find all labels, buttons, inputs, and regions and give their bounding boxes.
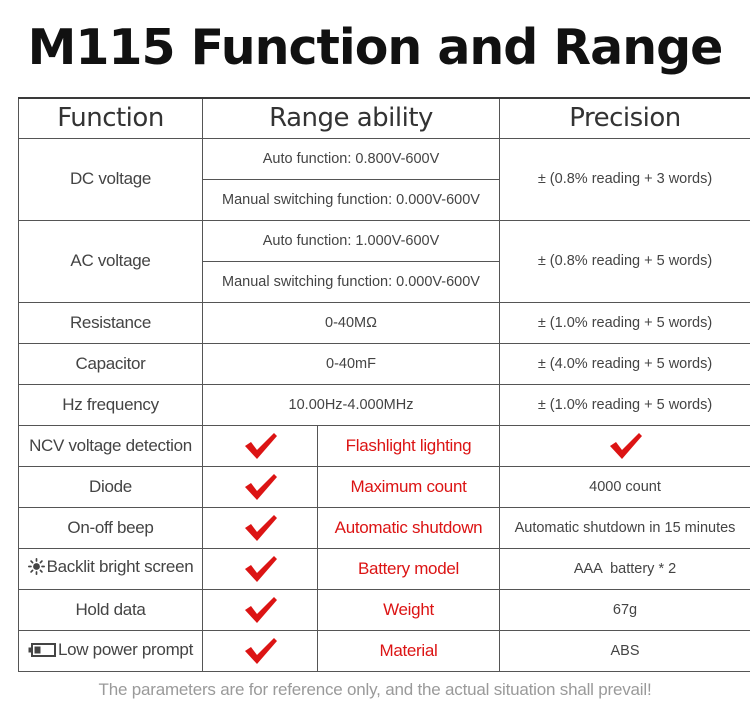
check-cell: [202, 547, 318, 590]
precision-value: ± (1.0% reading + 5 words): [499, 383, 750, 426]
spec-label: Maximum count: [316, 465, 501, 508]
spec-label: Weight: [316, 588, 501, 631]
check-cell: [202, 465, 318, 508]
check-cell: [202, 629, 318, 672]
header-range: Range ability: [201, 97, 501, 139]
precision-value: ± (0.8% reading + 3 words): [499, 137, 750, 221]
spec-label: Automatic shutdown: [316, 506, 501, 549]
table-row: Hold data Weight 67g: [18, 588, 750, 631]
function-label: Capacitor: [18, 342, 203, 385]
range-manual: Manual switching function: 0.000V-600V: [201, 260, 501, 303]
table-row: Capacitor 0-40mF ± (4.0% reading + 5 wor…: [18, 342, 750, 385]
check-mark-icon: [245, 432, 277, 459]
spec-value: ABS: [499, 629, 750, 672]
table-row: Manual switching function: 0.000V-600V: [19, 178, 750, 221]
range-auto: Auto function: 0.800V-600V: [201, 137, 501, 180]
spec-label: Flashlight lighting: [316, 424, 501, 467]
check-cell: [202, 424, 318, 467]
spec-table: Function Range ability Precision DC volt…: [18, 97, 750, 672]
table-row: NCV voltage detection Flashlight lightin…: [18, 424, 750, 467]
feature-label: NCV voltage detection: [18, 424, 203, 467]
check-mark-icon: [245, 596, 277, 623]
check-mark-icon: [245, 514, 277, 541]
feature-label: Diode: [18, 465, 203, 508]
precision-value: ± (4.0% reading + 5 words): [499, 342, 750, 385]
check-mark-icon: [245, 473, 277, 500]
check-mark-icon: [610, 432, 643, 459]
table-row: Low power prompt Material ABS: [18, 629, 750, 672]
range-value: 0-40MΩ: [201, 301, 501, 344]
check-cell: [202, 506, 318, 549]
precision-value: ± (0.8% reading + 5 words): [499, 219, 750, 303]
table-row: Resistance 0-40MΩ ± (1.0% reading + 5 wo…: [18, 301, 750, 344]
feature-label: On-off beep: [18, 506, 203, 549]
function-label: DC voltage: [18, 137, 203, 221]
check-mark-icon: [245, 555, 277, 582]
feature-label: Hold data: [18, 588, 203, 631]
range-manual: Manual switching function: 0.000V-600V: [201, 178, 501, 221]
check-cell: [202, 588, 318, 631]
spec-value: 4000 count: [499, 465, 750, 508]
spec-label: Battery model: [316, 547, 501, 590]
feature-label-cell: Backlit bright screen: [18, 547, 203, 590]
table-row: Diode Maximum count 4000 count: [18, 465, 750, 508]
spec-label: Material: [316, 629, 501, 672]
spec-value-cell: [499, 424, 750, 467]
table-row: Hz frequency 10.00Hz-4.000MHz ± (1.0% re…: [18, 383, 750, 426]
battery-icon: [28, 642, 56, 657]
feature-label: Backlit bright screen: [46, 556, 194, 576]
range-value: 10.00Hz-4.000MHz: [201, 383, 501, 426]
header-precision: Precision: [499, 97, 750, 139]
spec-value: AAA battery * 2: [499, 547, 750, 590]
table-row: On-off beep Automatic shutdown Automatic…: [18, 506, 750, 549]
table-row: DC voltage Auto function: 0.800V-600V ± …: [18, 137, 750, 221]
table-row: Manual switching function: 0.000V-600V: [19, 260, 750, 303]
function-label: Hz frequency: [18, 383, 203, 426]
precision-value: ± (1.0% reading + 5 words): [499, 301, 750, 344]
page-title: M115 Function and Range: [27, 19, 724, 76]
range-value: 0-40mF: [201, 342, 501, 385]
spec-value: 67g: [499, 588, 750, 631]
feature-label-cell: Low power prompt: [18, 629, 203, 672]
header-function: Function: [18, 97, 203, 139]
footer-note: The parameters are for reference only, a…: [98, 680, 652, 699]
check-mark-icon: [245, 637, 277, 664]
table-row: Backlit bright screen Battery model AAA …: [18, 547, 750, 590]
function-label: Resistance: [18, 301, 203, 344]
table-row: AC voltage Auto function: 1.000V-600V ± …: [18, 219, 750, 303]
sun-icon: [27, 558, 45, 576]
function-label: AC voltage: [18, 219, 203, 303]
spec-value: Automatic shutdown in 15 minutes: [499, 506, 750, 549]
range-auto: Auto function: 1.000V-600V: [201, 219, 501, 262]
feature-label: Low power prompt: [57, 639, 194, 659]
header-row: Function Range ability Precision: [18, 97, 750, 139]
